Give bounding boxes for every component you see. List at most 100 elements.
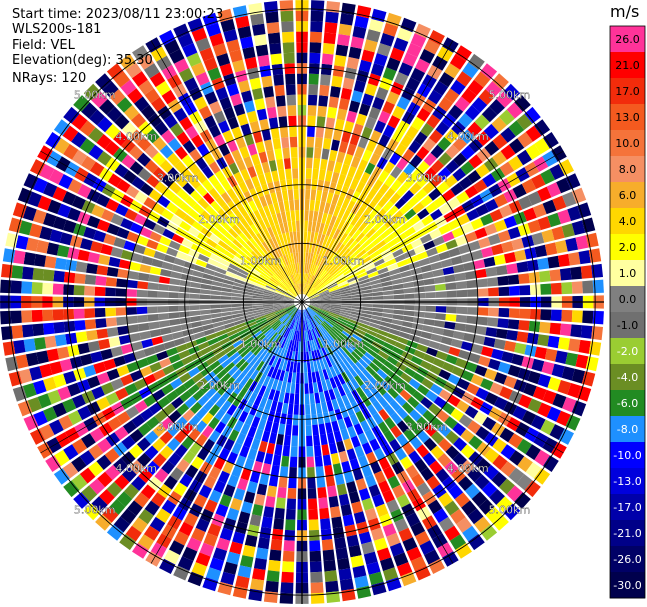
velocity-gate [214, 350, 226, 360]
velocity-gate [291, 372, 297, 384]
velocity-gate [226, 139, 238, 153]
velocity-gate [355, 205, 366, 218]
velocity-gate [209, 32, 224, 47]
velocity-gate [338, 450, 349, 463]
velocity-gate [270, 400, 278, 412]
velocity-gate [377, 267, 389, 275]
velocity-gate [333, 241, 342, 252]
velocity-gate [163, 340, 176, 350]
nrays-label: NRays: 120 [12, 71, 87, 86]
velocity-gate [242, 544, 256, 558]
velocity-gate [281, 455, 290, 467]
velocity-gate [346, 448, 357, 461]
velocity-gate [330, 292, 341, 297]
velocity-gate [423, 318, 435, 326]
velocity-gate [255, 317, 267, 324]
velocity-gate [402, 281, 414, 289]
velocity-gate [232, 256, 244, 265]
velocity-gate [336, 350, 345, 361]
velocity-gate [508, 155, 524, 171]
velocity-gate [174, 58, 189, 73]
velocity-gate [304, 220, 308, 232]
velocity-gate [152, 223, 166, 235]
velocity-gate [31, 309, 43, 322]
velocity-gate [258, 440, 268, 453]
velocity-gate [49, 361, 63, 375]
velocity-gate [271, 333, 280, 344]
velocity-gate [249, 514, 262, 527]
velocity-gate [385, 258, 397, 267]
velocity-gate [340, 163, 350, 176]
elevation-label: Elevation(deg): 35.30 [12, 53, 153, 68]
velocity-gate [117, 268, 129, 279]
velocity-gate [67, 382, 81, 397]
velocity-gate [366, 391, 377, 404]
velocity-gate [313, 382, 319, 394]
velocity-gate [77, 405, 92, 421]
velocity-gate [281, 571, 294, 583]
velocity-gate [174, 384, 187, 396]
velocity-gate [248, 341, 258, 351]
velocity-gate [113, 71, 130, 88]
velocity-gate [377, 196, 389, 208]
velocity-gate [182, 182, 195, 195]
velocity-gate [240, 555, 254, 568]
velocity-gate [306, 273, 311, 285]
velocity-gate [215, 396, 227, 408]
velocity-gate [285, 293, 295, 299]
velocity-gate [303, 273, 306, 284]
velocity-gate [278, 116, 288, 128]
velocity-gate [162, 188, 176, 201]
velocity-gate [244, 282, 255, 288]
velocity-gate [349, 133, 360, 146]
velocity-gate [471, 343, 484, 355]
velocity-gate [398, 527, 413, 542]
velocity-gate [261, 408, 270, 421]
velocity-gate [100, 348, 113, 361]
velocity-gate [171, 396, 184, 409]
velocity-gate [229, 49, 243, 63]
velocity-gate [250, 153, 261, 166]
velocity-gate [223, 152, 235, 166]
velocity-gate [327, 160, 336, 172]
velocity-gate [188, 226, 200, 237]
range-ring-label: 2.00km [364, 213, 406, 226]
velocity-gate [468, 435, 483, 450]
velocity-gate [152, 453, 167, 468]
velocity-gate [369, 250, 381, 260]
velocity-gate [115, 307, 127, 316]
velocity-gate [402, 537, 418, 552]
colorbar-segment [610, 442, 645, 469]
velocity-gate [333, 430, 343, 443]
velocity-gate [77, 183, 92, 199]
velocity-gate [179, 317, 191, 324]
velocity-gate [283, 200, 290, 212]
velocity-gate [272, 454, 282, 466]
velocity-gate [405, 464, 419, 479]
velocity-gate [414, 131, 428, 146]
velocity-gate [299, 330, 302, 342]
velocity-gate [170, 214, 183, 226]
velocity-gate [62, 191, 77, 206]
velocity-gate [329, 149, 338, 162]
velocity-gate [224, 275, 235, 282]
velocity-gate [311, 277, 319, 287]
velocity-gate [136, 235, 149, 247]
velocity-gate [232, 285, 244, 291]
velocity-gate [488, 358, 501, 371]
velocity-gate [423, 167, 437, 181]
velocity-gate [106, 63, 124, 80]
velocity-gate [430, 261, 443, 271]
velocity-gate [144, 159, 159, 174]
velocity-gate [318, 222, 325, 234]
velocity-gate [498, 286, 510, 296]
velocity-gate [420, 122, 434, 137]
velocity-gate [313, 243, 319, 254]
velocity-gate [105, 392, 120, 406]
velocity-gate [25, 352, 39, 367]
velocity-gate [291, 435, 298, 447]
velocity-gate [525, 125, 542, 142]
velocity-gate [372, 96, 385, 110]
velocity-gate [537, 186, 552, 202]
velocity-gate [262, 304, 274, 307]
